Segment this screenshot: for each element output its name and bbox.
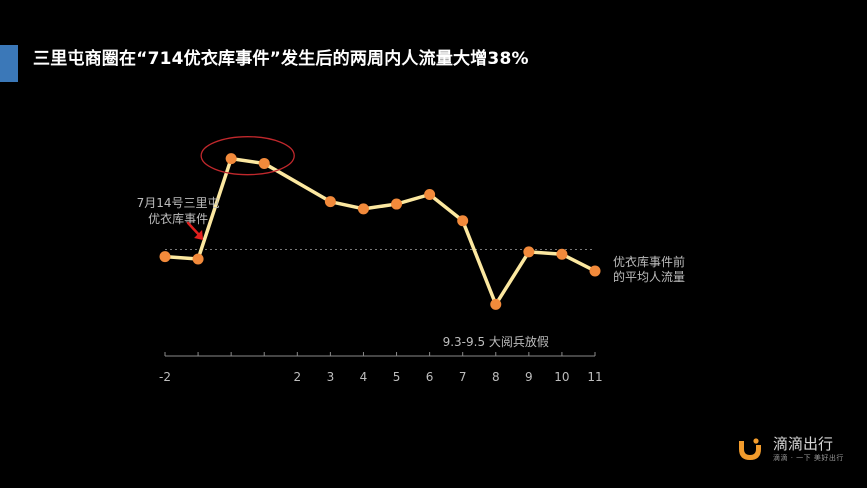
baseline-annotation-line: 优衣库事件前 [613, 254, 685, 269]
data-point [391, 198, 403, 210]
brand-name: 滴滴出行 [773, 435, 834, 453]
series-line [163, 156, 597, 307]
data-point [424, 189, 436, 200]
data-point [324, 196, 336, 208]
event-annotation-line: 优衣库事件 [148, 211, 208, 226]
x-tick-label: 11 [587, 370, 602, 384]
didi-logo-icon [739, 438, 761, 460]
x-tick-label: 4 [360, 370, 368, 384]
data-point [556, 248, 568, 260]
data-point [523, 246, 535, 258]
brand-slogan: 滴滴 · 一下 美好出行 [773, 454, 844, 462]
x-tick-label: 8 [492, 370, 500, 384]
x-tick-label: 7 [459, 370, 467, 384]
event-arrow-shaft [186, 221, 202, 238]
data-point [457, 215, 469, 227]
peak-highlight-ellipse [200, 136, 295, 176]
baseline-annotation-line: 的平均人流量 [613, 269, 685, 284]
data-point [225, 153, 237, 165]
x-tick-label: -2 [159, 370, 171, 384]
x-tick-label: 6 [426, 370, 434, 384]
event-arrow-head [194, 230, 204, 240]
page-title: 三里屯商圈在“714优衣库事件”发生后的两周内人流量大增38% [33, 49, 529, 69]
x-tick-label: 2 [293, 370, 301, 384]
data-point [192, 253, 204, 265]
x-tick-label: 5 [393, 370, 401, 384]
didi-brand: 滴滴出行 滴滴 · 一下 美好出行 [735, 432, 847, 466]
x-tick-label: 3 [327, 370, 335, 384]
series-points-layer [159, 153, 601, 310]
event-annotation-line: 7月14号三里屯 [137, 196, 220, 210]
title-accent-bar [0, 45, 18, 82]
data-point [357, 203, 369, 215]
data-point [159, 251, 171, 263]
x-tick-label: 10 [554, 370, 569, 384]
dip-annotation: 9.3-9.5 大阅兵放假 [443, 334, 549, 349]
data-point [589, 265, 601, 277]
x-axis: -2 2 3 4 5 6 7 8 9 10 11 [159, 352, 603, 384]
x-tick-label: 9 [525, 370, 533, 384]
data-point [490, 298, 502, 310]
series-line-layer [163, 156, 597, 307]
data-point [258, 157, 270, 169]
